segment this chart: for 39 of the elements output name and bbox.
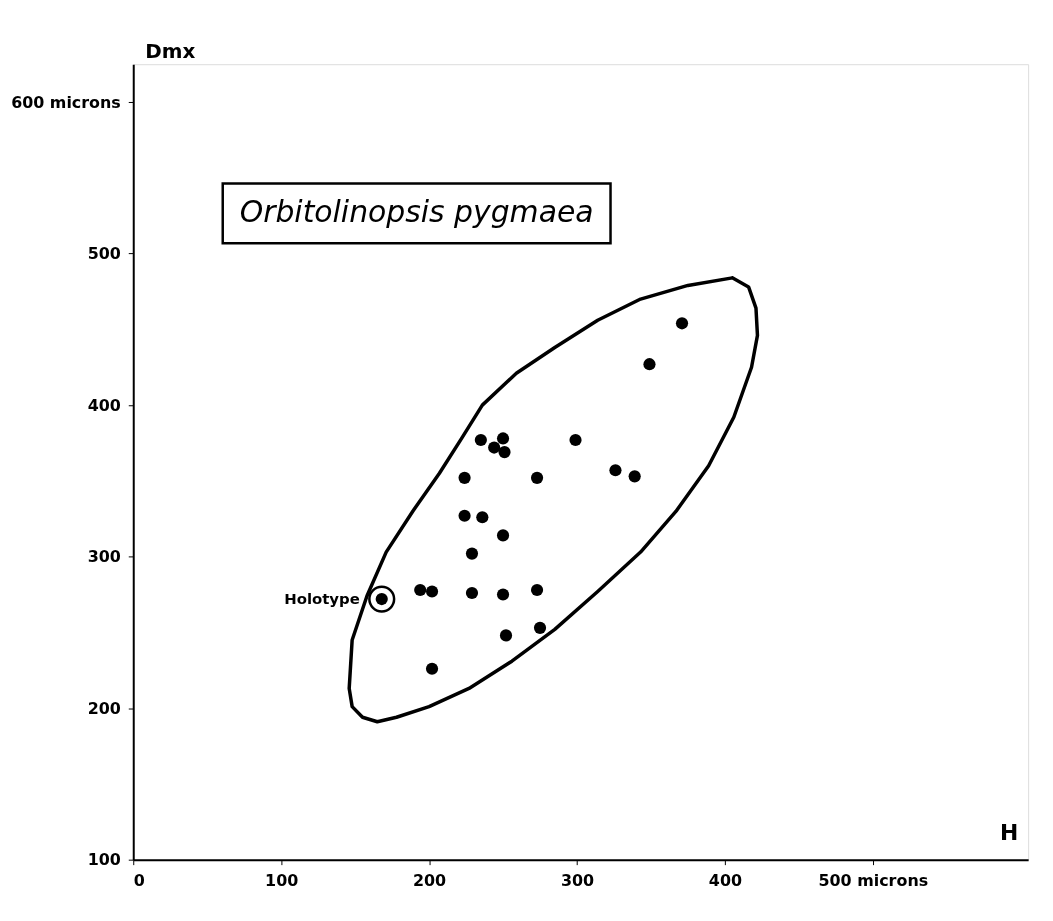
point (496, 432, 510, 445)
x-tick-label: 200 (412, 871, 447, 891)
point (476, 511, 489, 524)
point (474, 433, 487, 447)
point (458, 509, 471, 522)
point (414, 583, 427, 597)
point (533, 621, 547, 634)
y-axis-title: Dmx (145, 40, 196, 64)
y-tick-label: 200 (87, 698, 121, 718)
y-tick-label: 100 (87, 850, 121, 870)
point (499, 629, 513, 642)
y-tick-label: 300 (87, 547, 121, 567)
point (609, 464, 622, 477)
point (569, 433, 582, 447)
text: Orbitolinopsis pygmaea (239, 194, 594, 230)
point (643, 358, 656, 371)
x-tick-label: 300 (560, 871, 595, 891)
x-tick-label: 500 microns (818, 871, 929, 891)
point (425, 585, 439, 598)
point (425, 662, 439, 675)
y-tick-label: 600 microns (11, 92, 121, 112)
x-tick-label: 400 (708, 871, 742, 891)
x-axis-title: H (999, 819, 1019, 845)
point (675, 317, 689, 330)
point (498, 446, 511, 459)
point (530, 583, 544, 597)
point (465, 547, 479, 560)
point (488, 441, 501, 454)
point (465, 586, 479, 600)
y-tick-label: 500 (87, 244, 121, 264)
point (496, 588, 510, 601)
point (496, 529, 510, 542)
point (458, 471, 471, 484)
annotation: Holotype (284, 590, 360, 609)
x-tick-label: 0 (133, 871, 145, 891)
point (530, 471, 544, 484)
point (628, 470, 641, 483)
y-tick-label: 400 (87, 395, 121, 415)
x-tick-label: 100 (265, 871, 299, 891)
